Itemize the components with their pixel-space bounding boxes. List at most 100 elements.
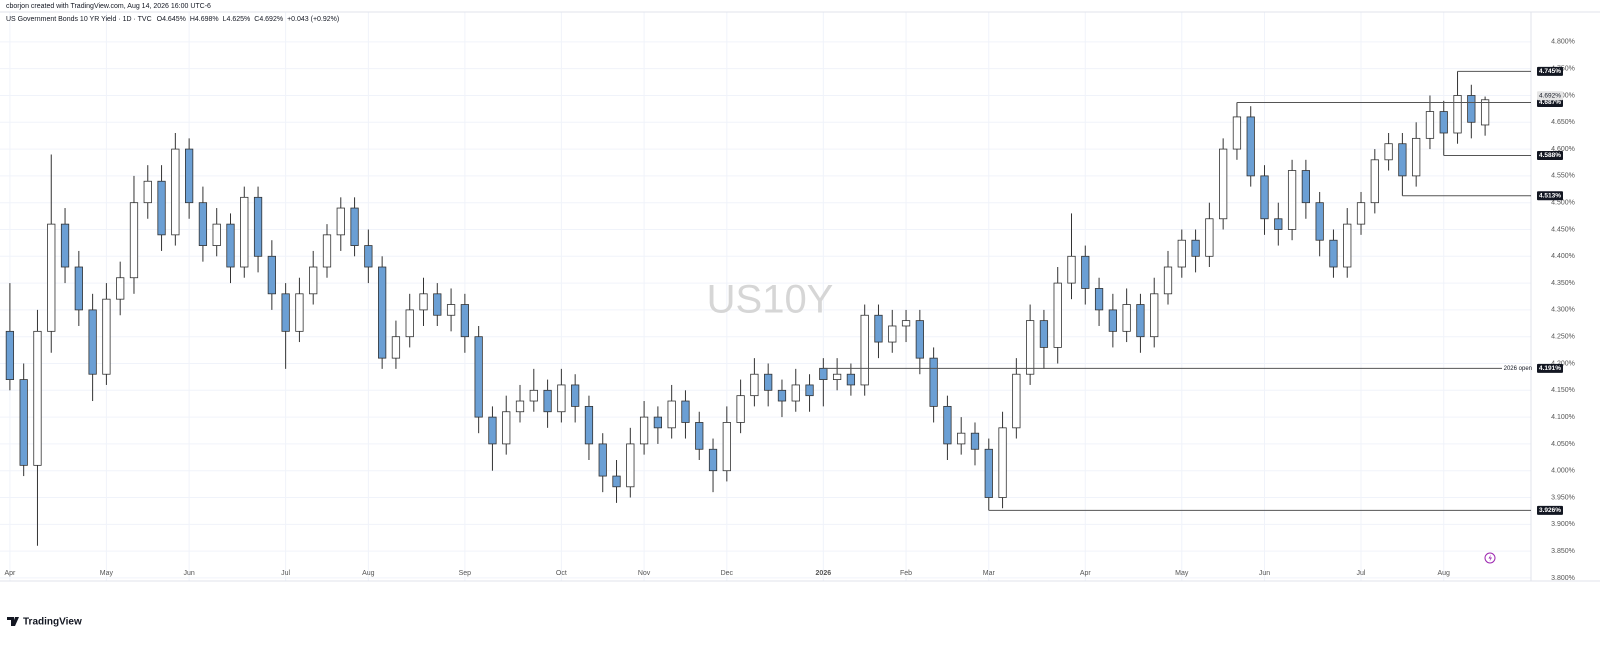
candle-body [681, 400, 690, 423]
candle-body [60, 223, 70, 268]
candle-body [957, 432, 966, 445]
candle-body [405, 309, 414, 338]
x-tick-label: Jul [281, 570, 290, 577]
candle-body [1012, 373, 1021, 429]
candle-body [1108, 309, 1117, 332]
candle-body [502, 411, 511, 445]
x-tick-label: Apr [4, 570, 16, 577]
candle-body [1384, 143, 1393, 161]
x-tick-label: Oct [556, 570, 567, 577]
candle-body [474, 336, 483, 418]
candle-body [116, 277, 125, 300]
logo-text[interactable]: TradingView [23, 617, 82, 628]
candle-body [1453, 95, 1462, 134]
y-tick-label: 4.600% [1551, 146, 1575, 153]
level-label: 3.926% [1539, 507, 1561, 514]
candle-body [47, 223, 56, 332]
candle-body [129, 202, 139, 279]
candle-body [19, 379, 28, 466]
candle-body [240, 196, 249, 268]
candle-body [1274, 218, 1283, 230]
candle-body [764, 373, 773, 391]
last-price-box [1537, 91, 1563, 101]
candle-body [750, 373, 759, 397]
candle-body [1356, 202, 1366, 225]
candle-body [722, 422, 731, 472]
logo-mark[interactable] [7, 617, 19, 626]
logo[interactable]: TradingView [7, 617, 82, 628]
candle-body [915, 320, 924, 359]
candle-body [391, 336, 401, 359]
y-tick-label: 4.500% [1551, 200, 1575, 207]
candle-body [460, 304, 469, 338]
candle-body [1081, 255, 1090, 289]
candle-body [667, 400, 676, 429]
candle-body [212, 223, 221, 246]
candle-body [571, 384, 580, 407]
candle-body [1219, 148, 1228, 220]
level-label: 4.745% [1539, 68, 1561, 75]
candle-body [929, 357, 938, 407]
candle-body [970, 432, 980, 450]
candle-body [171, 148, 180, 236]
level-label: 4.513% [1539, 192, 1561, 199]
y-tick-label: 4.350% [1551, 280, 1575, 287]
y-tick-label: 3.800% [1551, 575, 1575, 582]
y-tick-label: 3.950% [1551, 494, 1575, 501]
candle-body [984, 448, 993, 498]
y-tick-label: 3.900% [1551, 521, 1575, 528]
candle-body [1412, 137, 1421, 177]
x-tick-label: May [1175, 570, 1189, 577]
candle-body [419, 293, 428, 311]
alert-icon[interactable] [1484, 552, 1496, 564]
candle-body [832, 373, 842, 380]
level-label-box [1537, 363, 1563, 373]
candle-body [791, 384, 800, 402]
candle-body [515, 400, 525, 413]
alert-bolt[interactable] [1488, 554, 1493, 562]
candle-body [998, 427, 1007, 498]
candle-body [1246, 116, 1255, 177]
candle-body [364, 245, 373, 268]
candle-body [1329, 239, 1338, 268]
x-tick-label: Jun [183, 570, 194, 577]
x-tick-label: Apr [1080, 570, 1092, 577]
candle-body [529, 389, 538, 402]
candle-body [378, 266, 387, 359]
level-label-box [1537, 191, 1563, 201]
candle-body [1370, 159, 1379, 204]
candle-body [1039, 320, 1049, 348]
candle-body [157, 180, 166, 236]
candle-body [1026, 320, 1035, 375]
candle-body [1467, 95, 1476, 123]
candle-body [5, 330, 15, 380]
candle-body [253, 196, 263, 257]
x-tick-label: Jun [1259, 570, 1270, 577]
candle-body [74, 266, 83, 311]
level-label-box [1537, 151, 1563, 161]
last-price-label: 4.692% [1539, 92, 1561, 99]
candle-body [1232, 116, 1242, 150]
alert-circle[interactable] [1484, 552, 1496, 564]
x-tick-label: 2026 [816, 570, 832, 577]
candle-body [33, 330, 42, 466]
candle-body [860, 314, 869, 386]
x-tick-label: Feb [900, 570, 912, 577]
candle-body [143, 180, 152, 204]
candle-body [819, 367, 828, 380]
candle-body [1398, 143, 1407, 177]
candle-body [267, 255, 276, 295]
candle-body [777, 389, 787, 402]
y-tick-label: 4.200% [1551, 360, 1575, 367]
y-tick-label: 4.650% [1551, 119, 1575, 126]
candle-body [557, 384, 566, 413]
candle-body [185, 148, 194, 204]
candle-body [1425, 111, 1435, 139]
candle-body [336, 207, 345, 236]
level-name: 2026 open [1504, 366, 1532, 372]
candle-body [695, 422, 704, 450]
y-tick-label: 4.450% [1551, 226, 1575, 233]
ohlc-value: C4.692% [254, 16, 283, 23]
candle-body [598, 443, 607, 477]
